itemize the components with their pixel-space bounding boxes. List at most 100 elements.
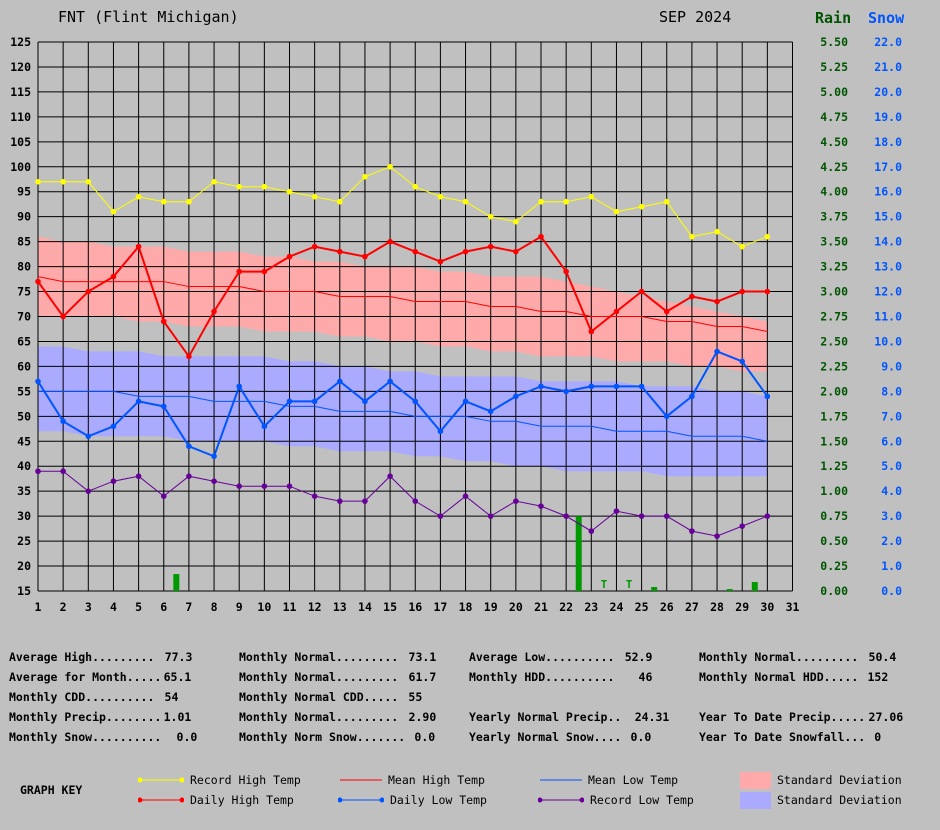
record-high-temp-point <box>663 198 670 205</box>
y-tick-label: 55 <box>17 384 31 398</box>
normal-hdd-stat: Monthly Normal HDD..... 152 <box>699 670 889 684</box>
x-tick-label: 29 <box>735 600 749 614</box>
snow-tick-label: 8.0 <box>881 384 902 398</box>
rain-tick-label: 5.50 <box>820 35 848 49</box>
y-tick-label: 115 <box>10 85 31 99</box>
daily-low-temp-point <box>60 418 66 425</box>
y-tick-label: 90 <box>17 210 31 224</box>
snow-tick-label: 10.0 <box>874 334 902 348</box>
chart-grid <box>37 41 793 592</box>
mean-high-temp-line <box>37 276 768 332</box>
graph-key: GRAPH KEY Record High Temp Daily High Te… <box>0 766 940 816</box>
x-tick-label: 22 <box>559 600 573 614</box>
daily-low-swatch <box>338 797 384 803</box>
daily-high-temp-point <box>337 248 343 255</box>
record-high-temp-point <box>538 198 544 205</box>
record-high-temp-point <box>135 193 142 200</box>
snow-tick-label: 3.0 <box>881 509 902 523</box>
daily-low-temp-point <box>588 383 595 390</box>
rain-axis-title: Rain <box>815 9 851 27</box>
record-high-temp-point <box>211 178 217 185</box>
snow-tick-label: 21.0 <box>874 60 902 74</box>
daily-high-temp-point <box>689 293 695 300</box>
daily-high-temp-point <box>85 288 92 295</box>
record-low-temp-point <box>487 513 494 519</box>
y-tick-label: 105 <box>10 135 31 149</box>
rain-tick-label: 3.00 <box>820 285 848 299</box>
y-tick-label: 65 <box>17 334 31 348</box>
x-tick-label: 15 <box>383 600 397 614</box>
y-tick-label: 100 <box>10 160 31 174</box>
rain-tick-label: 1.75 <box>820 409 848 423</box>
record-low-temp-line <box>38 470 768 537</box>
record-high-temp-point <box>387 163 393 170</box>
record-low-temp-point <box>135 473 142 480</box>
key-mean-high-label: Mean High Temp <box>388 773 485 787</box>
mean-high-swatch <box>340 779 382 781</box>
daily-high-temp-point <box>513 248 519 255</box>
daily-high-swatch <box>138 797 184 803</box>
x-tick-label: 5 <box>135 600 142 614</box>
y-tick-label: 25 <box>17 534 31 548</box>
key-mean-low: Mean Low Temp <box>540 771 678 789</box>
key-std-high: Standard Deviation <box>740 771 902 789</box>
rain-tick-label: 0.00 <box>820 584 848 598</box>
daily-low-temp-point <box>437 428 444 435</box>
daily-low-temp-point <box>261 423 268 430</box>
daily-low-temp-point <box>110 423 117 430</box>
record-high-temp-point <box>110 208 117 215</box>
y-tick-label: 80 <box>17 260 31 274</box>
record-low-temp-point <box>739 523 745 529</box>
record-low-temp-point <box>286 483 293 489</box>
precip-bar <box>173 574 180 591</box>
x-tick-label: 28 <box>710 600 724 614</box>
std-high-swatch <box>740 771 771 789</box>
y-tick-label: 60 <box>17 359 31 373</box>
snow-tick-label: 17.0 <box>874 160 902 174</box>
x-tick-label: 17 <box>433 600 447 614</box>
key-daily-high: Daily High Temp <box>138 791 294 809</box>
x-tick-label: 7 <box>185 600 192 614</box>
monthly-stats: Average High......... 77.3 Monthly Normal… <box>0 648 940 748</box>
rain-tick-label: 5.25 <box>820 60 848 74</box>
y-tick-label: 15 <box>17 584 31 598</box>
x-tick-label: 8 <box>211 600 218 614</box>
rain-tick-label: 1.50 <box>820 434 848 448</box>
record-high-temp-point <box>412 183 419 190</box>
y-tick-label: 40 <box>17 459 31 473</box>
y-tick-label: 75 <box>17 285 31 299</box>
monthly-snow-stat: Monthly Snow.......... 0.0 <box>9 730 198 744</box>
y-tick-label: 85 <box>17 235 31 249</box>
rain-tick-label: 1.25 <box>820 459 848 473</box>
key-std-low: Standard Deviation <box>740 791 902 809</box>
x-tick-label: 12 <box>308 600 322 614</box>
record-low-temp-point <box>462 493 469 499</box>
snow-tick-label: 19.0 <box>874 110 902 124</box>
graph-key-title: GRAPH KEY <box>20 783 83 797</box>
yearly-normal-precip-stat: Yearly Normal Precip.. 24.31 <box>469 710 670 724</box>
x-tick-label: 18 <box>459 600 473 614</box>
daily-high-temp-point <box>186 353 192 360</box>
record-high-temp-point <box>764 233 771 240</box>
daily-high-temp-point <box>437 258 444 265</box>
y-tick-label: 30 <box>17 509 31 523</box>
mean-low-temp-line <box>38 390 768 442</box>
std-dev-bands <box>38 236 768 477</box>
record-low-temp-point <box>110 478 117 485</box>
ytd-snow-stat: Year To Date Snowfall... 0 <box>699 730 882 744</box>
rain-tick-label: 4.25 <box>820 160 848 174</box>
key-daily-low-label: Daily Low Temp <box>390 793 487 807</box>
key-std-high-label: Standard Deviation <box>777 773 902 787</box>
key-daily-high-label: Daily High Temp <box>190 793 294 807</box>
record-high-temp-point <box>362 173 368 180</box>
precip-bar <box>575 516 582 591</box>
record-high-temp-point <box>261 183 268 190</box>
record-high-temp-point <box>337 198 343 205</box>
daily-high-temp-point <box>714 298 720 305</box>
daily-high-temp-point <box>487 243 494 250</box>
rain-tick-label: 4.50 <box>820 135 848 149</box>
daily-low-temp-point <box>85 433 92 440</box>
